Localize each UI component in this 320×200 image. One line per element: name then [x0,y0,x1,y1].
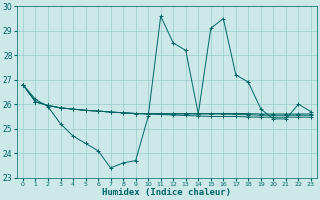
X-axis label: Humidex (Indice chaleur): Humidex (Indice chaleur) [102,188,231,197]
